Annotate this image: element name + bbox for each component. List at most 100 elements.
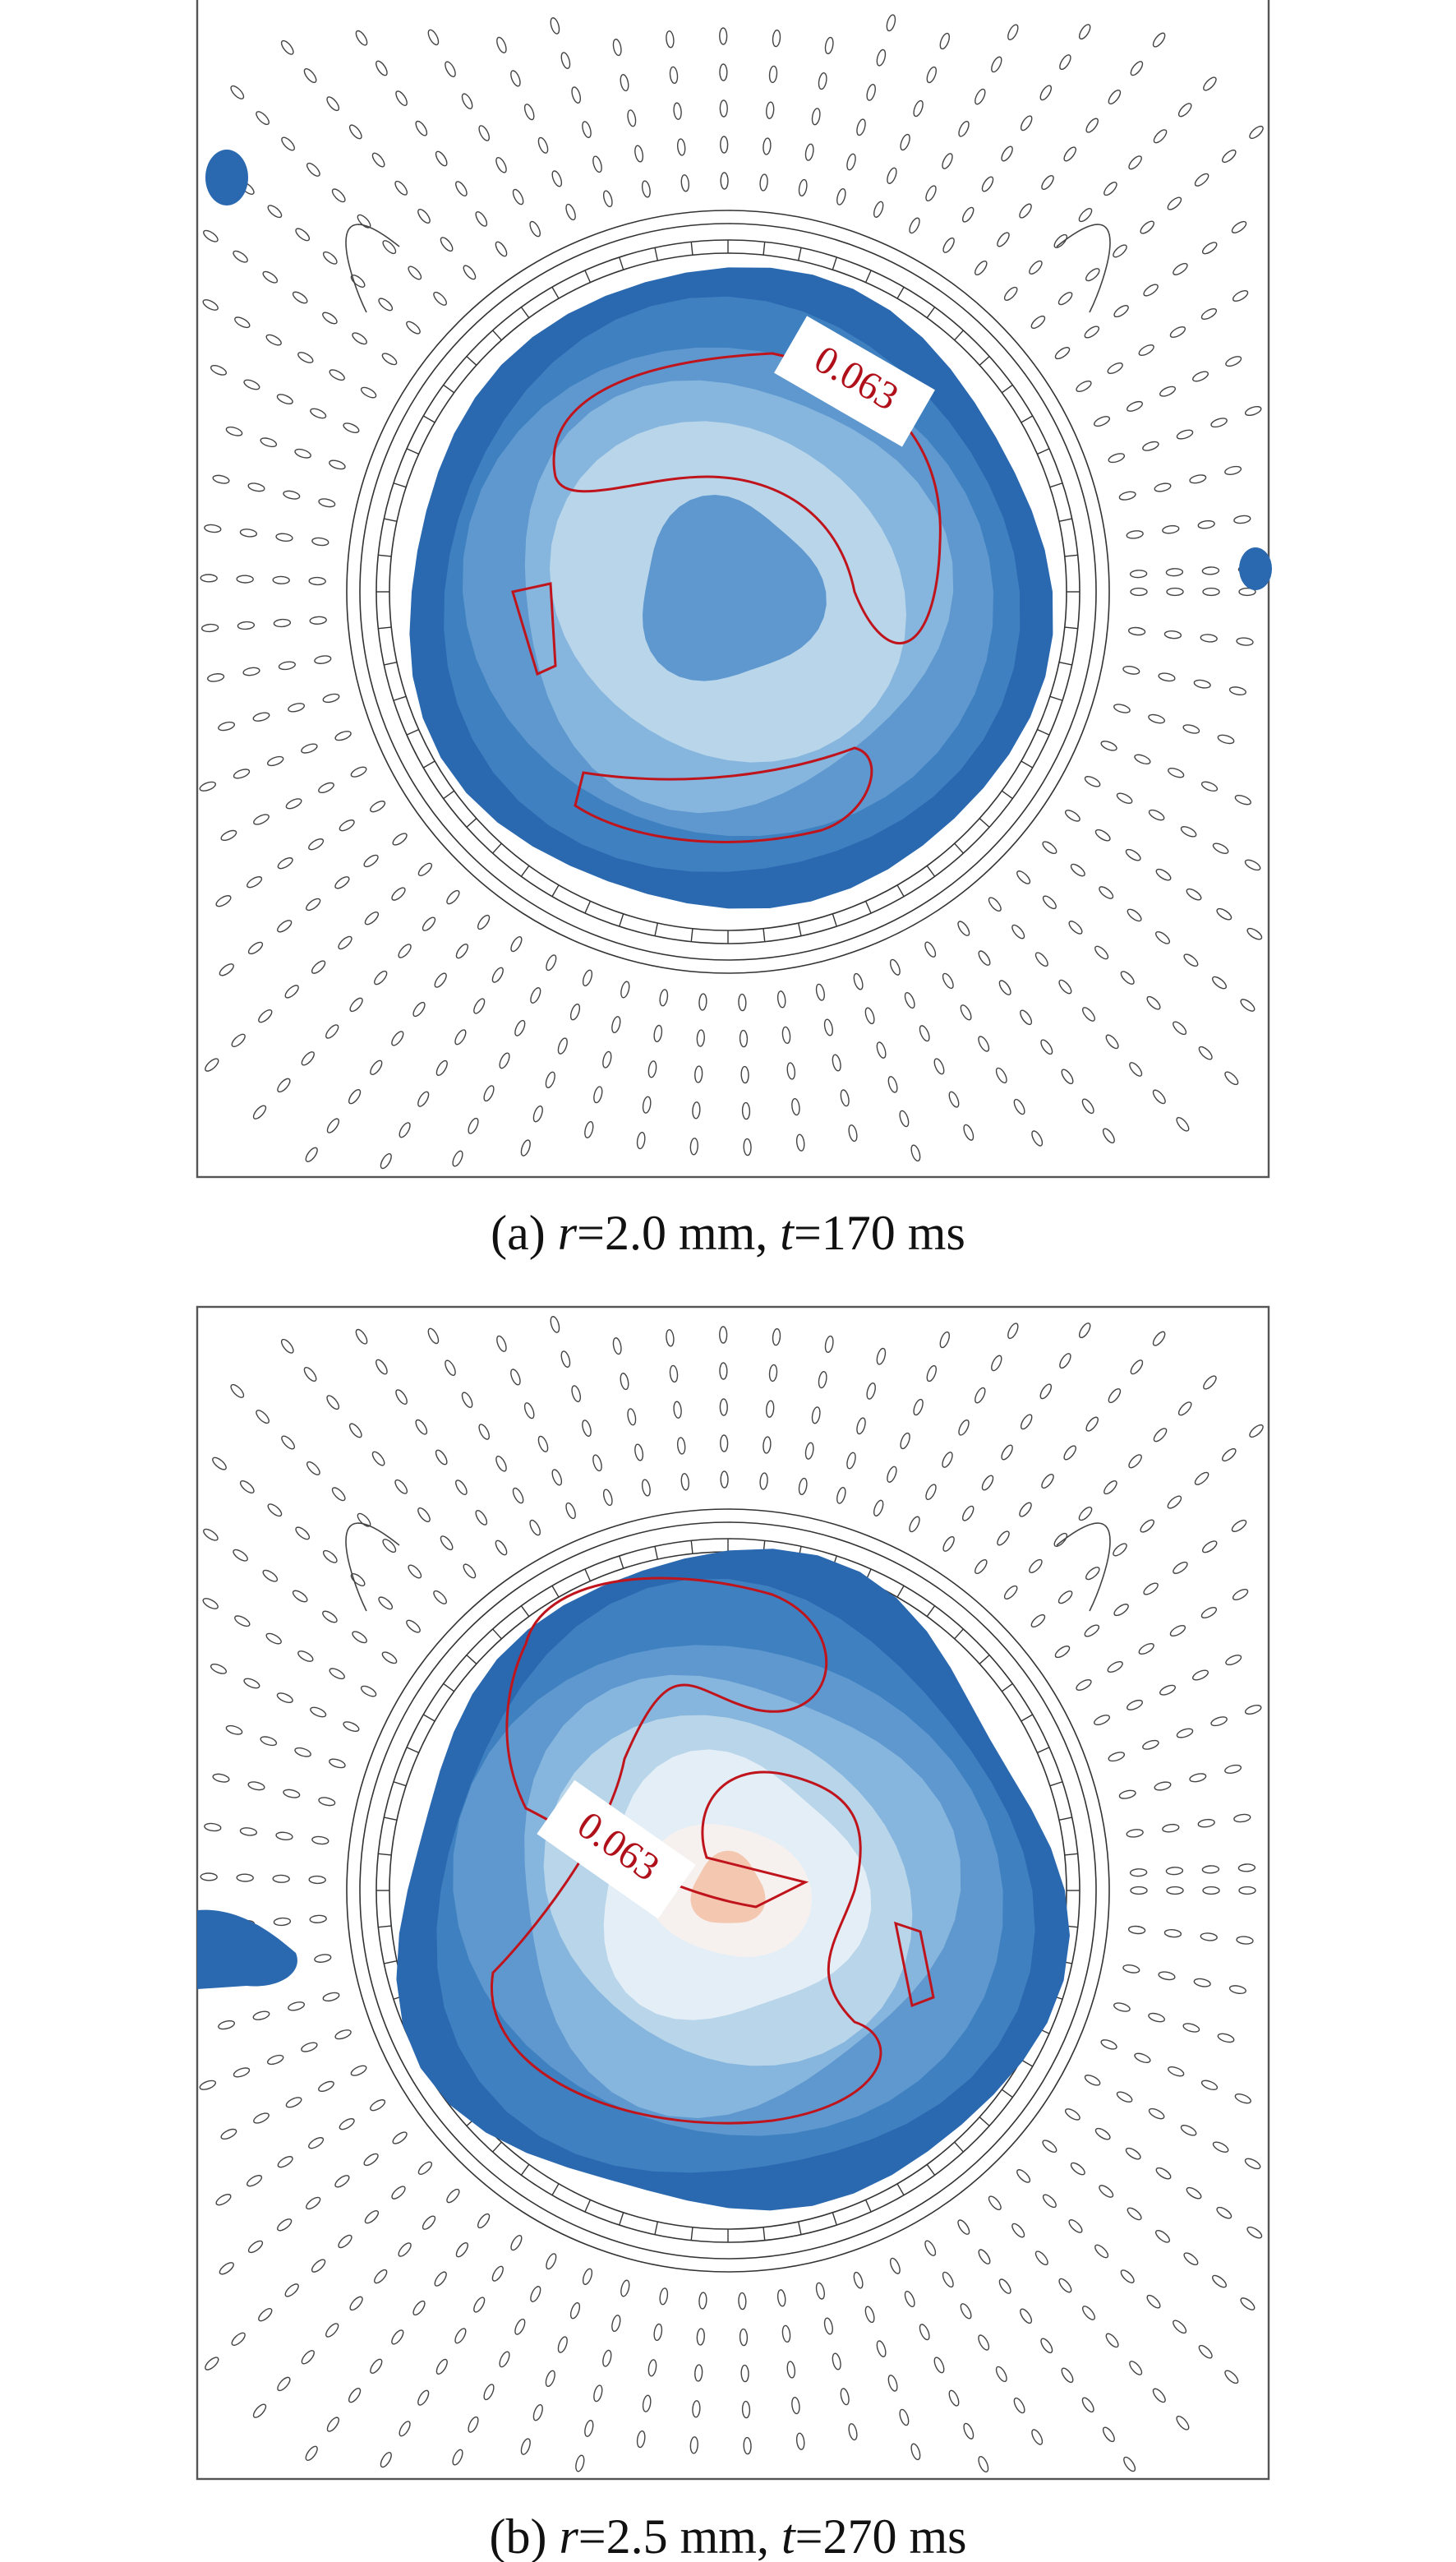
- hole: [1177, 103, 1192, 118]
- hole: [370, 1059, 383, 1075]
- ring-tick: [690, 928, 693, 942]
- hole: [326, 2417, 340, 2432]
- hole: [537, 136, 549, 154]
- hole: [1201, 1540, 1218, 1553]
- hole: [689, 2436, 698, 2454]
- hole: [913, 1398, 924, 1416]
- ring-tick: [864, 901, 872, 914]
- hole: [887, 1466, 897, 1483]
- hole: [311, 537, 329, 547]
- hole: [267, 755, 284, 767]
- hole: [815, 983, 825, 1001]
- hole: [1155, 2167, 1172, 2180]
- hole: [378, 298, 394, 312]
- hole: [1020, 2308, 1033, 2324]
- hole: [339, 819, 355, 832]
- hole: [759, 1472, 768, 1490]
- ring-tick: [520, 865, 530, 877]
- hole: [612, 39, 622, 57]
- hole: [220, 2128, 237, 2140]
- hole: [647, 2359, 657, 2377]
- hole: [582, 1419, 592, 1437]
- hole: [1155, 868, 1172, 881]
- hole: [202, 1598, 219, 1609]
- hole: [218, 2020, 236, 2030]
- hole: [909, 1516, 920, 1533]
- hole: [262, 1569, 279, 1582]
- hole: [1217, 734, 1235, 745]
- hole: [277, 920, 293, 933]
- hole: [1200, 781, 1219, 792]
- ring-tick: [1037, 448, 1050, 455]
- hole: [199, 781, 216, 792]
- hole: [889, 2257, 901, 2274]
- hole: [473, 998, 486, 1014]
- hole: [1042, 841, 1057, 855]
- hole: [512, 188, 524, 205]
- hole: [399, 1122, 411, 1138]
- hole: [1029, 1558, 1043, 1573]
- ring-tick: [1001, 2089, 1013, 2098]
- hole: [329, 459, 346, 470]
- hole: [225, 1724, 243, 1735]
- hole: [853, 972, 864, 990]
- label-box: [537, 1780, 696, 1919]
- ring-tick: [832, 2212, 837, 2226]
- hole: [1085, 118, 1099, 133]
- hole: [276, 394, 293, 404]
- hole: [461, 1392, 473, 1408]
- hole: [739, 2328, 749, 2347]
- ring-tick: [1001, 790, 1013, 800]
- hole: [998, 2278, 1011, 2294]
- hole: [933, 1058, 945, 1075]
- hole: [1113, 244, 1127, 258]
- hole: [483, 2384, 495, 2401]
- hole: [1116, 2091, 1133, 2103]
- hole: [1081, 2397, 1094, 2413]
- hole: [642, 1096, 652, 1114]
- hole: [866, 84, 876, 101]
- hole: [1053, 233, 1068, 248]
- hole: [776, 990, 786, 1009]
- hole: [1158, 1971, 1176, 1981]
- hole: [277, 1078, 291, 1093]
- hole: [575, 2454, 585, 2472]
- hole: [592, 1454, 602, 1472]
- ring: [359, 1521, 1097, 2260]
- ring-tick: [979, 818, 990, 828]
- hole: [252, 2403, 267, 2418]
- hole: [642, 2394, 652, 2412]
- hole: [924, 941, 937, 958]
- hole: [620, 1373, 629, 1391]
- hole: [795, 2432, 805, 2450]
- hole: [942, 1535, 955, 1552]
- hole: [1154, 1781, 1172, 1791]
- hole: [997, 232, 1010, 247]
- hole: [1238, 1886, 1256, 1895]
- hole: [1104, 1480, 1117, 1495]
- hole: [1212, 842, 1229, 854]
- hole: [338, 2234, 352, 2249]
- hole: [1236, 1936, 1254, 1945]
- hole: [398, 2242, 412, 2257]
- hole: [376, 60, 388, 76]
- hole: [303, 1367, 317, 1382]
- hole: [204, 1822, 222, 1832]
- ring-tick: [619, 256, 624, 270]
- hole: [1210, 1716, 1228, 1727]
- hole: [1084, 1624, 1100, 1637]
- hole: [1039, 1383, 1053, 1400]
- hole: [1094, 829, 1111, 842]
- hole: [322, 1549, 338, 1563]
- hole: [602, 190, 613, 208]
- hole: [659, 2287, 669, 2306]
- hole: [1084, 776, 1101, 787]
- hole: [363, 2153, 379, 2167]
- hole: [322, 1610, 338, 1623]
- hole: [398, 944, 412, 958]
- hole: [886, 14, 896, 32]
- hole: [348, 1423, 362, 1438]
- hole: [1173, 2320, 1187, 2334]
- hole: [1007, 1323, 1019, 1340]
- hole: [512, 1487, 524, 1504]
